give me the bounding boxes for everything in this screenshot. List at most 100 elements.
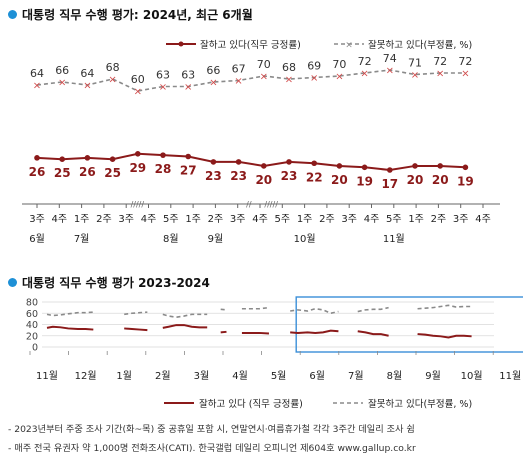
negative-point: × xyxy=(436,69,444,80)
y-tick-label: 40 xyxy=(26,320,38,331)
positive-point xyxy=(437,163,444,169)
footnote-1: - 2023년부터 주중 조사 기간(화~목) 중 공휴일 포함 시, 연말연시… xyxy=(8,424,415,435)
x-tick-label: 3월 xyxy=(194,370,210,382)
positive-point xyxy=(412,163,418,169)
x-tick-label: 12월 xyxy=(75,370,97,382)
x-tick-label: 3주 xyxy=(118,214,134,225)
positive-series-segment xyxy=(241,331,270,335)
positive-point xyxy=(462,164,469,171)
x-tick-label: 2주 xyxy=(96,214,112,225)
negative-data-label: 66 xyxy=(55,64,69,77)
chart2-title: 대통령 직무 수행 평가 2023-2024 xyxy=(8,274,210,291)
x-tick-label: 3주 xyxy=(29,214,45,225)
negative-point: × xyxy=(386,66,394,77)
negative-point: × xyxy=(260,72,268,83)
negative-series-segment xyxy=(290,307,339,315)
y-tick-label: 60 xyxy=(26,309,38,320)
x-tick-label: 5주 xyxy=(163,214,179,225)
positive-data-label: 29 xyxy=(129,161,146,175)
legend-positive-label: 잘하고 있다 (직무 긍정률) xyxy=(199,398,303,410)
x-tick-label: 3주 xyxy=(453,214,469,225)
negative-data-label: 68 xyxy=(106,61,120,74)
negative-series-segment xyxy=(124,311,148,316)
month-label: 9월 xyxy=(208,233,224,245)
negative-point: × xyxy=(159,82,167,93)
positive-series-segment xyxy=(417,333,472,339)
positive-series-line xyxy=(36,152,466,172)
positive-point xyxy=(235,159,242,165)
month-label: 7월 xyxy=(74,233,90,245)
x-tick-label: 7월 xyxy=(348,370,364,382)
positive-series-segment xyxy=(46,325,94,331)
negative-point: × xyxy=(58,78,66,89)
legend-negative-marker: × xyxy=(345,41,353,51)
x-tick-label: 3주 xyxy=(230,214,246,225)
x-tick-label: 1주 xyxy=(297,214,313,225)
negative-data-label: 72 xyxy=(433,55,447,68)
chart1-title-text: 대통령 직무 수행 평가: 2024년, 최근 6개월 xyxy=(22,8,253,22)
negative-point: × xyxy=(108,75,116,86)
x-tick-label: 1주 xyxy=(74,214,90,225)
positive-data-label: 23 xyxy=(205,169,222,183)
negative-point: × xyxy=(335,72,343,83)
positive-series-segment xyxy=(290,329,339,334)
negative-point: × xyxy=(209,78,217,89)
x-tick-label: 1주 xyxy=(408,214,424,225)
negative-series-line xyxy=(36,69,466,92)
negative-data-label: 63 xyxy=(156,69,170,82)
negative-point: × xyxy=(184,82,192,93)
month-label: 6월 xyxy=(29,233,45,245)
negative-data-label: 70 xyxy=(332,58,346,71)
x-tick-label: 2월 xyxy=(155,370,171,382)
negative-point: × xyxy=(310,73,318,84)
x-tick-label: 1월 xyxy=(116,370,132,382)
x-tick-label: 5월 xyxy=(271,370,287,382)
x-tick-label: 4주 xyxy=(52,214,68,225)
gap-marker: ///// xyxy=(264,200,278,209)
x-tick-label: 4월 xyxy=(232,370,248,382)
positive-point xyxy=(84,155,91,161)
positive-data-label: 20 xyxy=(255,173,272,187)
positive-data-label: 17 xyxy=(381,177,398,191)
positive-series-segment xyxy=(220,330,227,334)
positive-data-label: 23 xyxy=(281,169,298,183)
negative-data-label: 72 xyxy=(358,55,372,68)
x-tick-label: 5주 xyxy=(386,214,402,225)
x-tick-label: 9월 xyxy=(425,370,441,382)
x-tick-label: 2주 xyxy=(431,214,447,225)
negative-point: × xyxy=(285,75,293,86)
x-tick-label: 4주 xyxy=(364,214,380,225)
positive-point xyxy=(361,164,368,171)
positive-data-label: 25 xyxy=(54,166,71,180)
month-label: 11월 xyxy=(383,233,405,245)
negative-series-segment xyxy=(46,311,94,317)
positive-point xyxy=(210,159,217,165)
positive-point xyxy=(387,167,393,173)
positive-data-label: 20 xyxy=(407,173,424,187)
negative-point: × xyxy=(360,69,368,80)
x-tick-label: 4주 xyxy=(141,214,157,225)
positive-data-label: 19 xyxy=(457,174,474,188)
gap-marker: // xyxy=(246,200,252,209)
legend-negative-label: 잘못하고 있다(부정률, %) xyxy=(368,398,472,410)
positive-data-label: 25 xyxy=(104,166,121,180)
negative-data-label: 70 xyxy=(257,58,271,71)
positive-point xyxy=(59,156,65,162)
negative-point: × xyxy=(234,76,242,87)
y-tick-label: 80 xyxy=(26,298,38,309)
negative-series-segment xyxy=(357,306,389,313)
y-tick-label: 20 xyxy=(26,331,38,342)
negative-data-label: 68 xyxy=(282,61,296,74)
positive-series-segment xyxy=(124,327,148,332)
legend-positive-label: 잘하고 있다(직무 긍정률) xyxy=(200,39,301,51)
chart1-svg: 잘하고 있다(직무 긍정률) × 잘못하고 있다(부정률, %)×64×66×64 ×… xyxy=(22,39,500,245)
positive-point xyxy=(336,163,343,169)
positive-point xyxy=(135,151,141,157)
negative-data-label: 66 xyxy=(206,64,220,77)
y-tick-label: 0 xyxy=(32,343,38,354)
negative-point: × xyxy=(83,81,91,92)
negative-point: × xyxy=(411,70,419,81)
positive-series-segment xyxy=(357,330,389,337)
positive-point xyxy=(34,155,40,161)
month-label: 8월 xyxy=(163,233,179,245)
